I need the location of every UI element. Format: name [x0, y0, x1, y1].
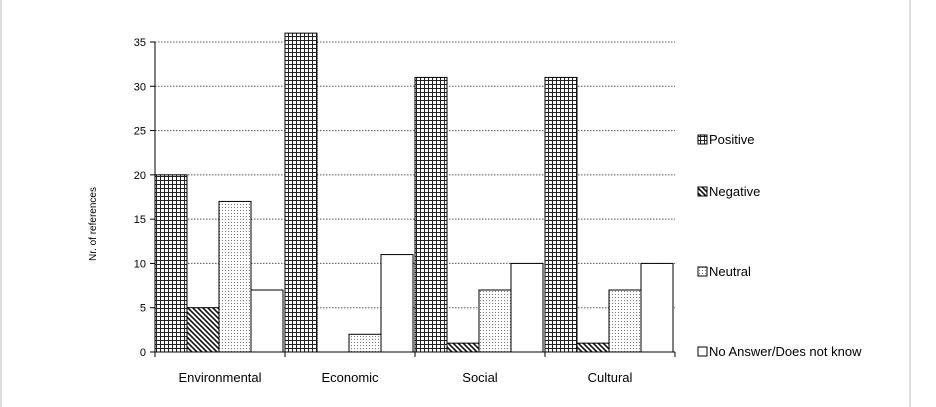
bar-neutral-economic: [348, 333, 382, 353]
y-tick-label: 30: [134, 81, 146, 93]
axes: [150, 41, 676, 357]
legend-label: Negative: [709, 184, 760, 199]
y-tick-label: 10: [134, 258, 146, 270]
bar-negative-social: [446, 342, 480, 353]
y-tick-label: 25: [134, 126, 146, 138]
bar-neutral-cultural: [608, 289, 642, 353]
bar-positive-economic: [284, 32, 318, 353]
legend-swatch: [697, 186, 708, 197]
y-tick-label: 15: [134, 214, 146, 226]
bar-positive-environmental: [154, 174, 188, 353]
bars: [154, 32, 674, 353]
y-tick-label: 5: [140, 303, 146, 315]
y-tick-label: 35: [134, 37, 146, 49]
bar-neutral-environmental: [218, 200, 252, 353]
bar-no-answer-does-not-know-social: [510, 262, 544, 353]
bar-positive-cultural: [544, 76, 578, 353]
legend: Positive Negative Neutral No Answer/Does no…: [697, 132, 862, 359]
x-tick-label: Social: [462, 370, 498, 385]
y-tick-labels: 0 5 10 15 20 25 30 35: [134, 37, 146, 359]
legend-swatch: [697, 134, 708, 145]
x-tick-label: Economic: [321, 370, 379, 385]
legend-label: No Answer/Does not know: [709, 344, 862, 359]
y-tick-label: 0: [140, 347, 146, 359]
legend-swatch: [697, 346, 708, 357]
x-tick-label: Cultural: [588, 370, 633, 385]
x-tick-label: Environmental: [178, 370, 261, 385]
bar-no-answer-does-not-know-economic: [380, 254, 414, 353]
legend-label: Positive: [709, 132, 755, 147]
bar-negative-cultural: [576, 342, 610, 353]
bar-negative-environmental: [186, 307, 220, 353]
bar-no-answer-does-not-know-cultural: [640, 262, 674, 353]
y-tick-label: 20: [134, 170, 146, 182]
y-axis-label: Nr. of references: [88, 187, 99, 261]
bar-positive-social: [414, 76, 448, 353]
bar-no-answer-does-not-know-environmental: [250, 289, 284, 353]
x-tick-labels: Environmental Economic Social Cultural: [178, 370, 632, 385]
legend-swatch: [697, 266, 708, 277]
gridlines: [155, 41, 675, 309]
bar-neutral-social: [478, 289, 512, 353]
legend-label: Neutral: [709, 264, 751, 279]
